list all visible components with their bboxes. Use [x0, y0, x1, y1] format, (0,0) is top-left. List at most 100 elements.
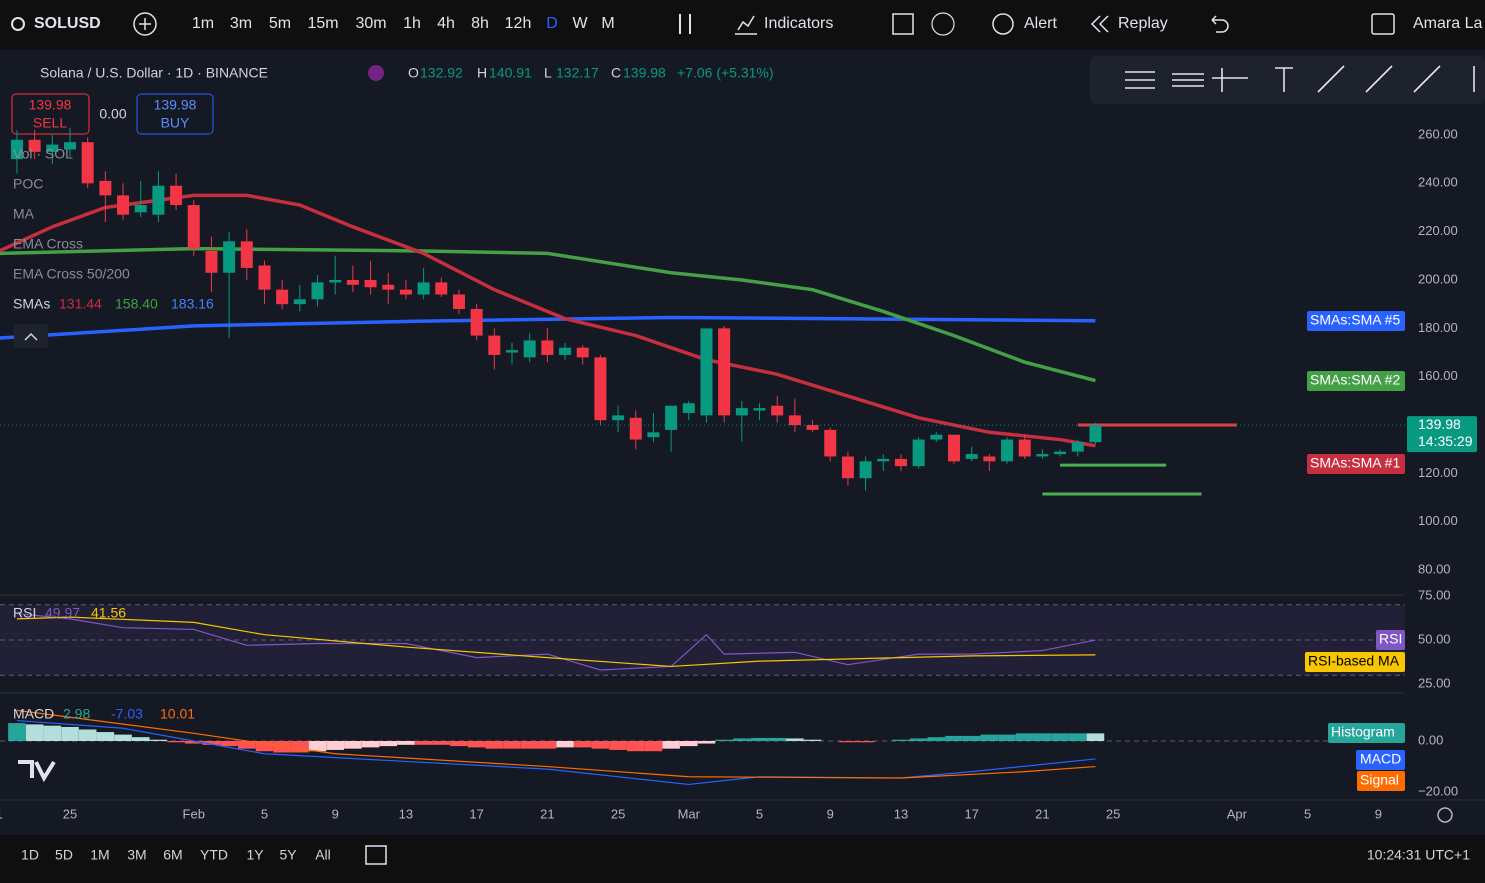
- collapse[interactable]: [14, 324, 48, 348]
- fullscreen[interactable]: [1371, 13, 1395, 35]
- series-flag-bg: [1356, 750, 1405, 770]
- candle-body: [682, 403, 695, 413]
- histogram-bar: [467, 740, 486, 748]
- y-tick-label: 0.00: [1418, 732, 1443, 747]
- change: +7.06 (+5.31%): [677, 65, 774, 81]
- candle-body: [488, 335, 501, 355]
- x-tick-label: 17: [964, 806, 978, 821]
- range[interactable]: All: [315, 847, 331, 863]
- candle-body: [187, 205, 200, 249]
- histogram-bar: [786, 738, 804, 741]
- series-flag: Signal: [1360, 772, 1399, 788]
- indicators-button[interactable]: Indicators: [764, 15, 833, 32]
- range[interactable]: 1D: [21, 847, 39, 863]
- add-symbol[interactable]: [133, 12, 157, 36]
- histogram-bar: [803, 739, 822, 741]
- y-tick-label: 120.00: [1418, 465, 1458, 480]
- symbol[interactable]: SOLUSD: [34, 15, 101, 32]
- histogram-bar: [733, 738, 751, 741]
- symbol-icon: [368, 65, 384, 81]
- candle-body: [435, 282, 448, 295]
- y-tick-label: 260.00: [1418, 126, 1458, 141]
- undo[interactable]: [1211, 15, 1229, 33]
- ohlc-value: 140.91: [489, 65, 532, 81]
- candle-body: [824, 429, 837, 457]
- ohlc-key: L: [544, 65, 552, 81]
- range[interactable]: 5D: [55, 847, 73, 863]
- histogram-bar: [1086, 733, 1105, 741]
- interval[interactable]: 15m: [307, 15, 338, 32]
- indicator-line: [0, 246, 1096, 383]
- histogram-bar: [131, 737, 150, 741]
- alert-button[interactable]: Alert: [1024, 15, 1057, 32]
- range[interactable]: 5Y: [279, 847, 297, 863]
- candle-body: [311, 282, 324, 300]
- x-tick-label: 25: [611, 806, 625, 821]
- histogram-bar: [909, 738, 928, 741]
- legend-sma-value: 131.44: [59, 296, 102, 312]
- search-icon[interactable]: [11, 17, 25, 31]
- interval[interactable]: 30m: [355, 15, 386, 32]
- histogram-bar: [184, 740, 203, 744]
- series-flag: MACD: [1360, 751, 1401, 767]
- replay-button[interactable]: Replay: [1118, 15, 1168, 32]
- histogram-bar: [149, 739, 168, 741]
- candle-body: [859, 461, 872, 479]
- range[interactable]: 1Y: [246, 847, 264, 863]
- candle-body: [81, 142, 94, 184]
- tv-logo: [18, 760, 56, 783]
- plus: [139, 18, 151, 30]
- x-tick-label: 9: [827, 806, 834, 821]
- candle-body: [559, 347, 572, 355]
- y-tick-label: −20.00: [1418, 784, 1458, 799]
- layout-icon[interactable]: [892, 13, 914, 35]
- candle-body: [258, 265, 271, 290]
- range[interactable]: 6M: [163, 847, 182, 863]
- interval[interactable]: 3m: [230, 15, 252, 32]
- histogram-bar: [980, 734, 999, 741]
- chart-type-icon[interactable]: [679, 14, 691, 34]
- x-tick-label: 9: [1375, 806, 1382, 821]
- interval[interactable]: 1h: [403, 15, 421, 32]
- templates-icon[interactable]: [931, 12, 955, 36]
- histogram-bar: [750, 737, 769, 741]
- range[interactable]: 3M: [127, 847, 146, 863]
- histogram-bar: [998, 734, 1016, 741]
- settings-icon[interactable]: [1437, 807, 1453, 823]
- histogram-bar: [238, 740, 256, 749]
- histogram-bar: [485, 740, 504, 749]
- x-tick-label: 5: [1304, 806, 1311, 821]
- histogram-bar: [945, 735, 963, 741]
- interval[interactable]: D: [546, 15, 558, 32]
- drawing-tools[interactable]: [1125, 65, 1475, 93]
- sell-button[interactable]: [11, 93, 90, 135]
- candle-body: [912, 439, 925, 467]
- histogram-bar: [78, 729, 97, 741]
- interval[interactable]: 12h: [505, 15, 532, 32]
- bottom-bar: [0, 838, 1485, 883]
- user-name[interactable]: Amara La: [1413, 15, 1482, 32]
- interval[interactable]: M: [601, 15, 614, 32]
- candle-body: [665, 405, 678, 430]
- histogram-bar: [379, 740, 398, 747]
- histogram-bar: [25, 724, 44, 741]
- series-flag: RSI-based MA: [1308, 653, 1400, 669]
- series-flag-bg: [1357, 771, 1405, 791]
- legend-sma-value: 158.40: [115, 296, 158, 312]
- interval[interactable]: 8h: [471, 15, 489, 32]
- buy-button[interactable]: [136, 93, 214, 135]
- goto-date[interactable]: [365, 845, 387, 865]
- interval[interactable]: 1m: [192, 15, 214, 32]
- histogram-bar: [8, 723, 26, 741]
- candle-body: [594, 357, 607, 421]
- interval[interactable]: W: [572, 15, 588, 32]
- histogram-bar: [626, 740, 645, 752]
- interval[interactable]: 4h: [437, 15, 455, 32]
- range[interactable]: 1M: [90, 847, 109, 863]
- interval[interactable]: 5m: [269, 15, 291, 32]
- macd-legend-value: 10.01: [160, 706, 195, 722]
- range[interactable]: YTD: [200, 847, 228, 863]
- x-tick-label: 25: [1106, 806, 1120, 821]
- x-tick-label: 1: [0, 806, 3, 821]
- histogram-bar: [96, 732, 115, 741]
